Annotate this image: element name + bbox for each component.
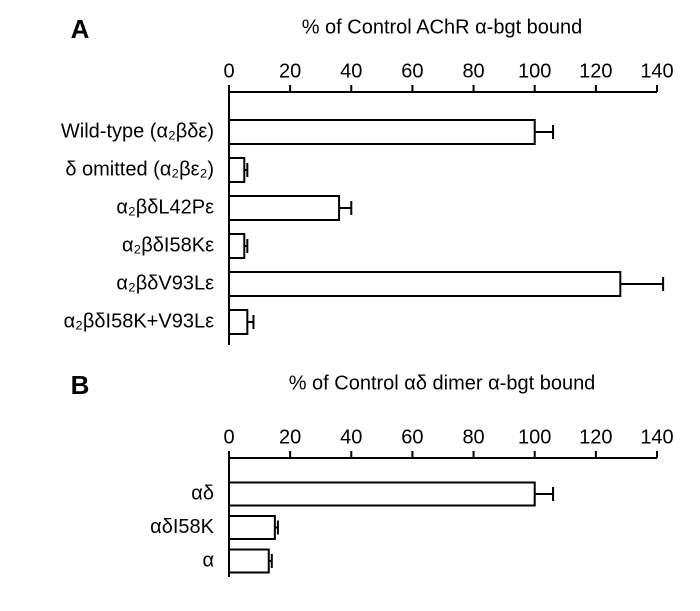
- category-label: αδ: [191, 482, 214, 504]
- category-label: δ omitted (α₂βε₂): [65, 158, 214, 180]
- category-label: α₂βδL42Pε: [116, 196, 214, 218]
- x-tick-label: 120: [579, 60, 612, 82]
- panel-label: B: [71, 370, 90, 400]
- x-tick-label: 40: [340, 426, 362, 448]
- bar: [228, 157, 246, 183]
- x-tick-label: 140: [640, 60, 673, 82]
- bar: [228, 548, 270, 574]
- axis-title: % of Control αδ dimer α-bgt bound: [289, 372, 596, 394]
- bar: [228, 119, 536, 145]
- x-tick-label: 80: [462, 426, 484, 448]
- category-label: αδI58K: [150, 516, 214, 538]
- x-tick-label: 120: [579, 426, 612, 448]
- bar: [228, 309, 249, 335]
- category-label: Wild-type (α₂βδε): [61, 120, 214, 142]
- x-tick-label: 0: [223, 426, 234, 448]
- x-tick-label: 60: [401, 426, 423, 448]
- category-label: α: [202, 549, 214, 571]
- bar: [228, 195, 341, 221]
- x-tick-label: 40: [340, 60, 362, 82]
- x-tick-label: 0: [223, 60, 234, 82]
- bar: [228, 271, 622, 297]
- axis-title: % of Control AChR α-bgt bound: [302, 16, 583, 38]
- category-label: α₂βδI58K+V93Lε: [64, 310, 214, 332]
- bar: [228, 233, 246, 259]
- x-tick-label: 20: [279, 426, 301, 448]
- bar: [228, 515, 276, 540]
- x-tick-label: 60: [401, 60, 423, 82]
- category-label: α₂βδV93Lε: [116, 272, 214, 294]
- x-tick-label: 100: [518, 426, 551, 448]
- x-tick-label: 100: [518, 60, 551, 82]
- x-tick-label: 140: [640, 426, 673, 448]
- bar: [228, 481, 536, 507]
- category-label: α₂βδI58Kε: [122, 234, 214, 256]
- x-tick-label: 20: [279, 60, 301, 82]
- x-tick-label: 80: [462, 60, 484, 82]
- panel-label: A: [71, 14, 90, 44]
